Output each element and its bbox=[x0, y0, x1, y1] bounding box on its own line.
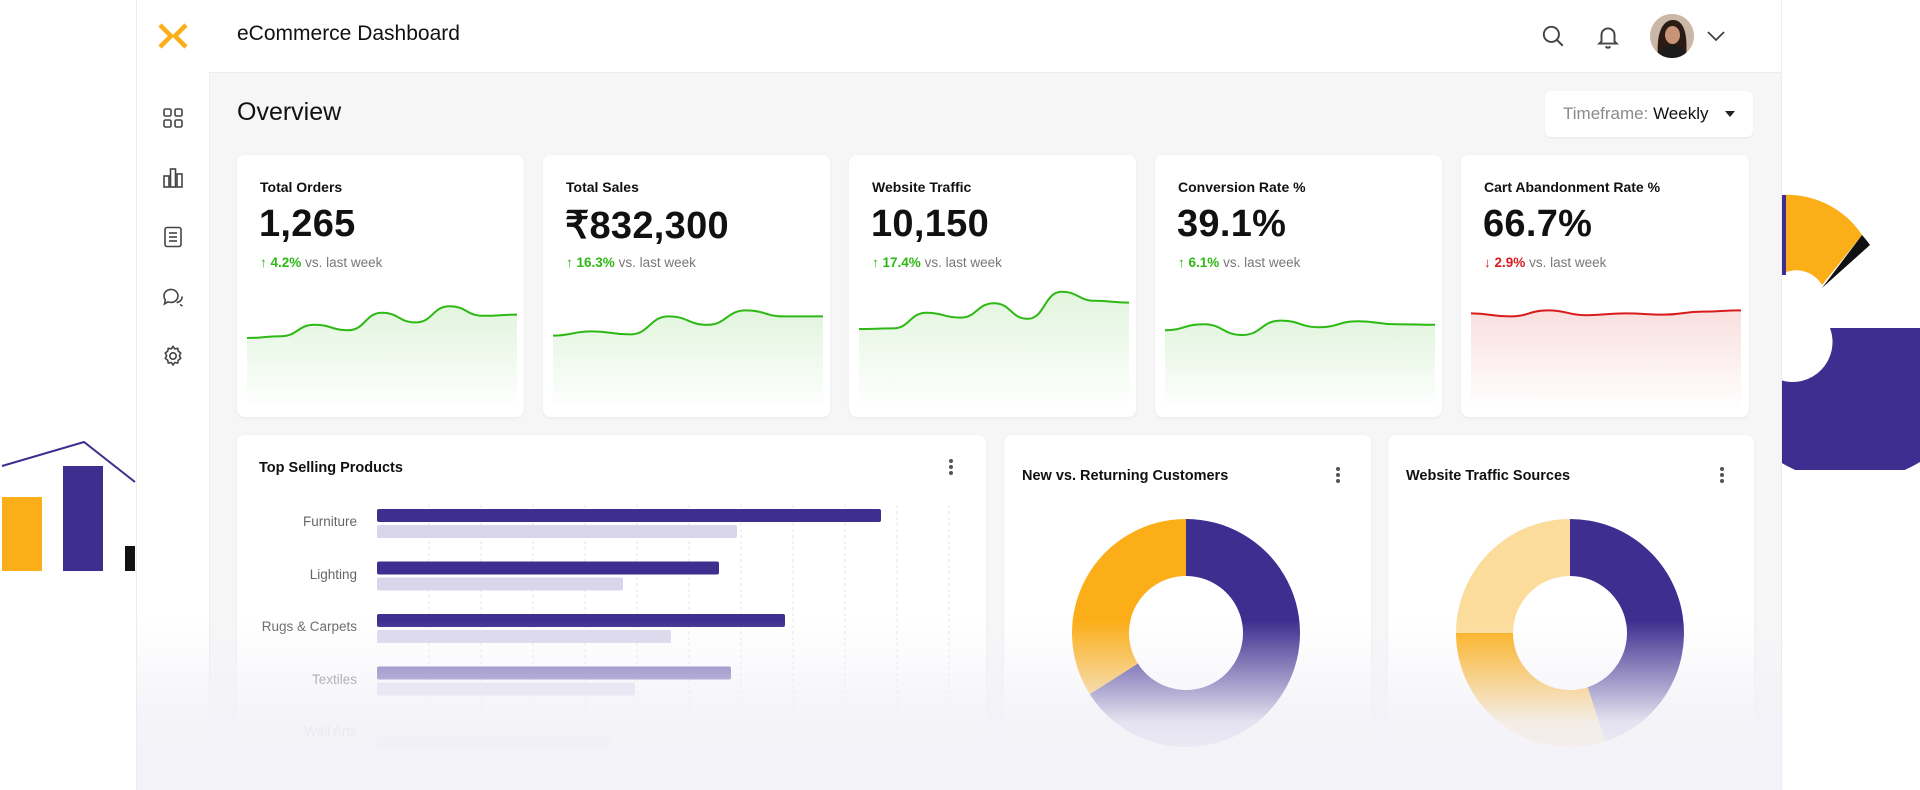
bar-chart-icon[interactable] bbox=[161, 166, 185, 190]
kpi-label: Website Traffic bbox=[872, 179, 972, 195]
chart-title: New vs. Returning Customers bbox=[1022, 468, 1229, 484]
bar bbox=[377, 666, 731, 680]
sparkline-area bbox=[859, 291, 1129, 410]
kpi-label: Conversion Rate % bbox=[1178, 179, 1306, 195]
settings-icon[interactable] bbox=[161, 344, 185, 368]
sidebar bbox=[137, 0, 210, 790]
kpi-label: Total Sales bbox=[566, 179, 639, 195]
page-title: Overview bbox=[237, 98, 342, 126]
kpi-delta-value: 6.1% bbox=[1188, 255, 1220, 270]
search-icon[interactable] bbox=[1540, 23, 1566, 49]
sparkline-line bbox=[247, 305, 517, 339]
more-options-icon[interactable] bbox=[1718, 465, 1726, 487]
kpi-compare: vs. last week bbox=[924, 255, 1002, 270]
kpi-delta-value: 4.2% bbox=[270, 255, 302, 270]
kpi-card-conversion-rate[interactable]: Conversion Rate % 39.1% ↑ 6.1% vs. last … bbox=[1155, 155, 1442, 417]
kpi-sparkline bbox=[1471, 309, 1741, 410]
caret-down-icon bbox=[1725, 111, 1735, 117]
avatar[interactable] bbox=[1650, 14, 1694, 58]
bar bbox=[377, 525, 737, 538]
bar bbox=[377, 735, 611, 748]
kpi-card-website-traffic[interactable]: Website Traffic 10,150 ↑ 17.4% vs. last … bbox=[849, 155, 1136, 417]
top-selling-products-chart bbox=[377, 505, 950, 790]
bar bbox=[377, 630, 671, 643]
sparkline-area bbox=[1471, 310, 1741, 410]
chart-title: Top Selling Products bbox=[259, 460, 403, 476]
timeframe-value: Weekly bbox=[1653, 104, 1709, 123]
decor-left-bars bbox=[1, 440, 136, 571]
kpi-delta: ↓ 2.9% vs. last week bbox=[1484, 255, 1606, 270]
more-options-icon[interactable] bbox=[947, 457, 955, 479]
grid-icon[interactable] bbox=[161, 106, 185, 130]
top-selling-products-card: Top Selling Products Furniture Lighting Ru… bbox=[237, 435, 986, 790]
kpi-value: ₹832,300 bbox=[565, 205, 729, 247]
document-icon[interactable] bbox=[161, 225, 185, 249]
kpi-delta-value: 2.9% bbox=[1494, 255, 1526, 270]
sparkline-area bbox=[553, 310, 823, 410]
kpi-sparkline bbox=[1165, 319, 1435, 410]
chart-title: Website Traffic Sources bbox=[1406, 468, 1571, 484]
kpi-label: Cart Abandonment Rate % bbox=[1484, 179, 1661, 195]
dashboard-window: eCommerce Dashboard Overview Timeframe: … bbox=[136, 0, 1782, 790]
timeframe-select[interactable]: Timeframe: Weekly bbox=[1545, 91, 1753, 137]
kpi-card-total-sales[interactable]: Total Sales ₹832,300 ↑ 16.3% vs. last we… bbox=[543, 155, 830, 417]
sparkline-line bbox=[1471, 309, 1741, 318]
kpi-delta: ↑ 16.3% vs. last week bbox=[566, 255, 696, 270]
timeframe-label: Timeframe: bbox=[1563, 104, 1649, 123]
kpi-compare: vs. last week bbox=[618, 255, 696, 270]
bar bbox=[377, 561, 719, 575]
arrow-up-icon: ↑ bbox=[1178, 255, 1185, 270]
pie-slice bbox=[1072, 519, 1186, 695]
kpi-sparkline bbox=[859, 290, 1129, 410]
bell-icon[interactable] bbox=[1595, 23, 1621, 49]
sparkline-line bbox=[553, 309, 823, 337]
sparkline-area bbox=[1165, 320, 1435, 410]
sparkline-line bbox=[1165, 319, 1435, 337]
sparkline-area bbox=[247, 306, 517, 410]
more-options-icon[interactable] bbox=[1334, 465, 1342, 487]
kpi-value: 66.7% bbox=[1483, 203, 1593, 245]
arrow-up-icon: ↑ bbox=[872, 255, 879, 270]
kpi-delta: ↑ 17.4% vs. last week bbox=[872, 255, 1002, 270]
kpi-sparkline bbox=[247, 305, 517, 410]
sparkline-line bbox=[859, 290, 1129, 330]
new-vs-returning-card: New vs. Returning Customers bbox=[1004, 435, 1371, 790]
app-title: eCommerce Dashboard bbox=[237, 22, 460, 45]
header: eCommerce Dashboard bbox=[209, 0, 1781, 73]
kpi-value: 39.1% bbox=[1177, 203, 1287, 245]
kpi-delta: ↑ 4.2% vs. last week bbox=[260, 255, 382, 270]
bar-category-label: Furniture bbox=[302, 514, 357, 529]
kpi-compare: vs. last week bbox=[1529, 255, 1607, 270]
arrow-up-icon: ↑ bbox=[260, 255, 267, 270]
bar bbox=[377, 509, 881, 522]
chevron-down-icon[interactable] bbox=[1705, 26, 1727, 46]
kpi-card-cart-abandonment[interactable]: Cart Abandonment Rate % 66.7% ↓ 2.9% vs.… bbox=[1461, 155, 1749, 417]
bar bbox=[377, 577, 623, 591]
kpi-value: 1,265 bbox=[259, 203, 356, 245]
kpi-compare: vs. last week bbox=[305, 255, 383, 270]
kpi-compare: vs. last week bbox=[1223, 255, 1301, 270]
kpi-delta: ↑ 6.1% vs. last week bbox=[1178, 255, 1300, 270]
bar bbox=[377, 682, 635, 696]
website-traffic-sources-donut bbox=[1456, 519, 1684, 747]
chat-icon[interactable] bbox=[161, 285, 185, 309]
bar-category-label: Lighting bbox=[309, 566, 357, 582]
pie-slice bbox=[1456, 633, 1606, 747]
pie-slice bbox=[1456, 519, 1570, 633]
new-vs-returning-donut bbox=[1072, 519, 1300, 747]
kpi-delta-value: 17.4% bbox=[882, 255, 921, 270]
kpi-card-total-orders[interactable]: Total Orders 1,265 ↑ 4.2% vs. last week bbox=[237, 155, 524, 417]
bar bbox=[377, 614, 785, 627]
arrow-up-icon: ↑ bbox=[566, 255, 573, 270]
kpi-value: 10,150 bbox=[871, 203, 990, 245]
kpi-sparkline bbox=[553, 309, 823, 410]
arrow-down-icon: ↓ bbox=[1484, 255, 1491, 270]
decor-right-donut bbox=[1780, 194, 1920, 470]
kpi-delta-value: 16.3% bbox=[576, 255, 615, 270]
website-traffic-sources-card: Website Traffic Sources bbox=[1388, 435, 1754, 790]
brand-logo-icon[interactable] bbox=[157, 20, 189, 52]
kpi-label: Total Orders bbox=[260, 179, 343, 195]
